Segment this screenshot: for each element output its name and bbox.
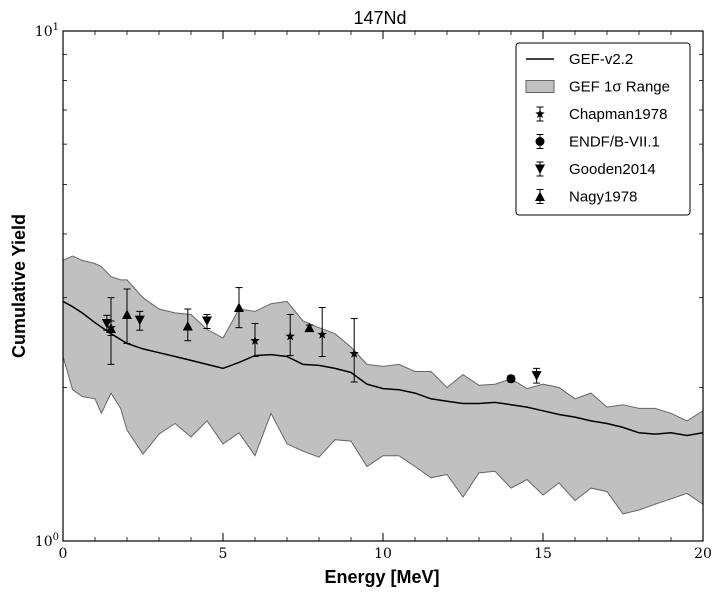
legend-label: ENDF/B-VII.1 (569, 134, 660, 151)
nagy1978-point (304, 322, 315, 333)
gooden2014-point (134, 315, 145, 326)
endf-b-vii-1-point (506, 374, 516, 384)
legend-label: GEF-v2.2 (569, 51, 633, 68)
gooden2014-point (202, 316, 212, 327)
legend-marker-triangle-up (535, 191, 545, 201)
gooden2014-point (531, 371, 542, 381)
nagy1978-point (182, 320, 193, 331)
legend-marker-triangle-down (535, 164, 545, 174)
legend-entry: Chapman1978 (535, 106, 667, 123)
plot-area: 0 5 10 15 20 100 101 (35, 22, 712, 562)
x-tick-label: 15 (534, 546, 552, 562)
y-tick-label: 101 (35, 22, 59, 40)
y-axis-label: Cumulative Yield (9, 214, 29, 358)
legend-marker-star (535, 109, 545, 119)
chart-title: 147Nd (353, 8, 406, 28)
legend-entry: ENDF/B-VII.1 (535, 134, 660, 151)
legend-entry: GEF-v2.2 (526, 51, 633, 68)
x-tick-label: 5 (219, 546, 228, 562)
legend-label: Chapman1978 (569, 106, 667, 123)
legend: GEF-v2.2 GEF 1σ Range Chapman1978 ENDF/B-VI… (515, 42, 691, 216)
legend-label: Nagy1978 (569, 189, 637, 206)
gef-line (63, 300, 703, 437)
legend-marker-circle (535, 137, 545, 146)
legend-box (515, 42, 691, 216)
plot-clip-group (63, 255, 703, 515)
x-tick-label: 10 (374, 546, 392, 562)
chapman1978-point (250, 335, 260, 345)
legend-label: GEF 1σ Range (569, 79, 670, 96)
x-axis-label: Energy [MeV] (324, 567, 439, 587)
gef-sigma-band (63, 255, 703, 515)
chapman1978-point (317, 329, 327, 339)
legend-entry: GEF 1σ Range (525, 79, 670, 96)
nagy1978-point (234, 302, 244, 312)
legend-entry: Gooden2014 (535, 161, 656, 178)
y-tick-label: 100 (35, 532, 59, 550)
x-tick-label: 20 (694, 546, 712, 562)
nagy1978-point (106, 323, 116, 334)
legend-entry: Nagy1978 (535, 189, 637, 206)
x-tick-label: 0 (59, 546, 68, 562)
chapman1978-point (349, 348, 359, 358)
chapman1978-point (285, 331, 295, 341)
legend-band-swatch (525, 80, 555, 93)
nagy1978-point (122, 309, 132, 320)
legend-label: Gooden2014 (569, 161, 656, 178)
